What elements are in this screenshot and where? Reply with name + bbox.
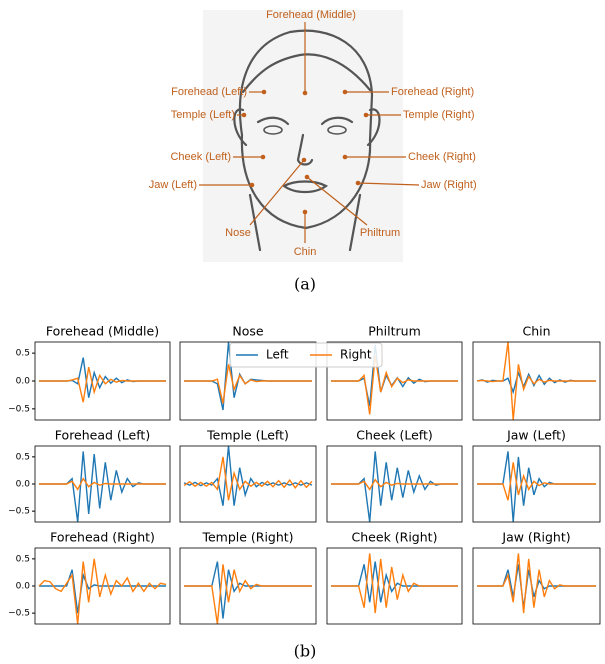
label: Forehead (Middle) — [266, 9, 356, 21]
head-outline — [238, 29, 374, 230]
series-line — [331, 451, 458, 522]
series-line — [184, 564, 312, 624]
subplot: Chin — [472, 324, 601, 421]
label: Nose — [225, 227, 251, 239]
series-line — [477, 451, 596, 522]
series-line — [39, 357, 166, 398]
axes-frame — [472, 445, 601, 523]
series-line — [39, 569, 166, 614]
legend-box — [229, 342, 383, 368]
subplot-title: Cheek (Right) — [352, 530, 438, 545]
y-tick-label: −0.5 — [8, 404, 30, 414]
subplot: Jaw (Right) — [472, 530, 601, 625]
eye-right — [327, 125, 347, 135]
series-line — [39, 451, 166, 522]
subplot: Philtrum — [326, 324, 463, 421]
subplot: Nose — [179, 324, 317, 421]
y-tick-label: −0.5 — [8, 507, 30, 517]
hairline — [241, 53, 372, 94]
subplot: Forehead (Middle) 0.5 0.0 −0.5 — [8, 324, 171, 421]
subplot-title: Nose — [232, 324, 264, 339]
subplot-title: Forehead (Middle) — [46, 324, 159, 339]
ears — [233, 108, 381, 147]
series-line — [183, 446, 313, 506]
subplot-title: Jaw (Left) — [506, 428, 566, 443]
subplot: Cheek (Right) — [326, 530, 463, 625]
subplot-title: Temple (Left) — [206, 428, 289, 443]
label: Chin — [294, 246, 317, 258]
label: Jaw (Right) — [421, 179, 477, 191]
axes-frame — [326, 445, 463, 523]
label: Cheek (Right) — [408, 151, 476, 163]
subplot: Forehead (Left) 0.5 0.0 −0.5 — [8, 428, 171, 523]
leaders — [199, 22, 420, 243]
y-tick-label: 0.0 — [16, 480, 31, 490]
brows — [256, 116, 354, 126]
axes-frame — [326, 341, 463, 421]
caption: (a) — [294, 275, 316, 294]
series-line — [38, 558, 167, 624]
legend: Left Right — [229, 342, 383, 368]
neck — [248, 193, 362, 252]
series-line — [39, 366, 166, 403]
y-tick-label: −0.5 — [8, 609, 30, 619]
subplot: Cheek (Left) — [326, 428, 463, 523]
series-line — [331, 355, 458, 415]
y-tick-label: 0.5 — [16, 349, 30, 359]
label: Philtrum — [360, 227, 400, 239]
face-diagram: Forehead (Middle) Forehead (Left) Forehe… — [149, 9, 477, 262]
axes-frame — [34, 445, 171, 523]
axes-frame — [179, 445, 317, 523]
label: Forehead (Left) — [171, 86, 247, 98]
label: Temple (Left) — [171, 109, 235, 121]
subplot-title: Jaw (Right) — [501, 530, 570, 545]
mouth — [282, 180, 329, 194]
subplot-title: Cheek (Left) — [356, 428, 433, 443]
series-line — [477, 553, 596, 614]
axes-frame — [472, 547, 601, 625]
axes-frame — [326, 547, 463, 625]
label: Forehead (Right) — [391, 86, 474, 98]
y-tick-label: 0.0 — [16, 377, 31, 387]
series-line — [477, 462, 596, 501]
subplot: Forehead (Right) 0.5 0.0 −0.5 — [8, 530, 171, 625]
series-line — [331, 478, 458, 491]
subplot-title: Chin — [522, 324, 550, 339]
label: Jaw (Left) — [149, 179, 197, 191]
axes-frame — [34, 341, 171, 421]
subplot: Temple (Left) — [179, 428, 317, 523]
subplot-title: Forehead (Left) — [55, 428, 150, 443]
y-tick-label: 0.5 — [16, 452, 30, 462]
eye-left — [263, 125, 283, 135]
nose-shape — [296, 133, 314, 166]
subplot-title: Philtrum — [368, 324, 421, 339]
axes-frame — [179, 547, 317, 625]
series-line — [184, 364, 312, 404]
axes-frame — [472, 341, 601, 421]
caption: (b) — [294, 642, 317, 661]
axes-frame — [34, 547, 171, 625]
legend-label: Left — [266, 348, 289, 362]
y-tick-label: 0.0 — [16, 582, 31, 592]
label: Cheek (Left) — [170, 151, 231, 163]
subplot: Jaw (Left) — [472, 428, 601, 523]
series-line — [331, 553, 458, 614]
legend-label: Right — [340, 348, 372, 362]
subplot: Temple (Right) — [179, 530, 317, 625]
subplot-title: Temple (Right) — [201, 530, 293, 545]
y-tick-label: 0.5 — [16, 554, 30, 564]
subplot-title: Forehead (Right) — [50, 530, 155, 545]
series-line — [39, 477, 166, 491]
label: Temple (Right) — [403, 109, 475, 121]
series-line — [184, 561, 312, 619]
axes-frame — [179, 341, 317, 421]
series-line — [183, 456, 313, 501]
series-line — [476, 342, 596, 420]
